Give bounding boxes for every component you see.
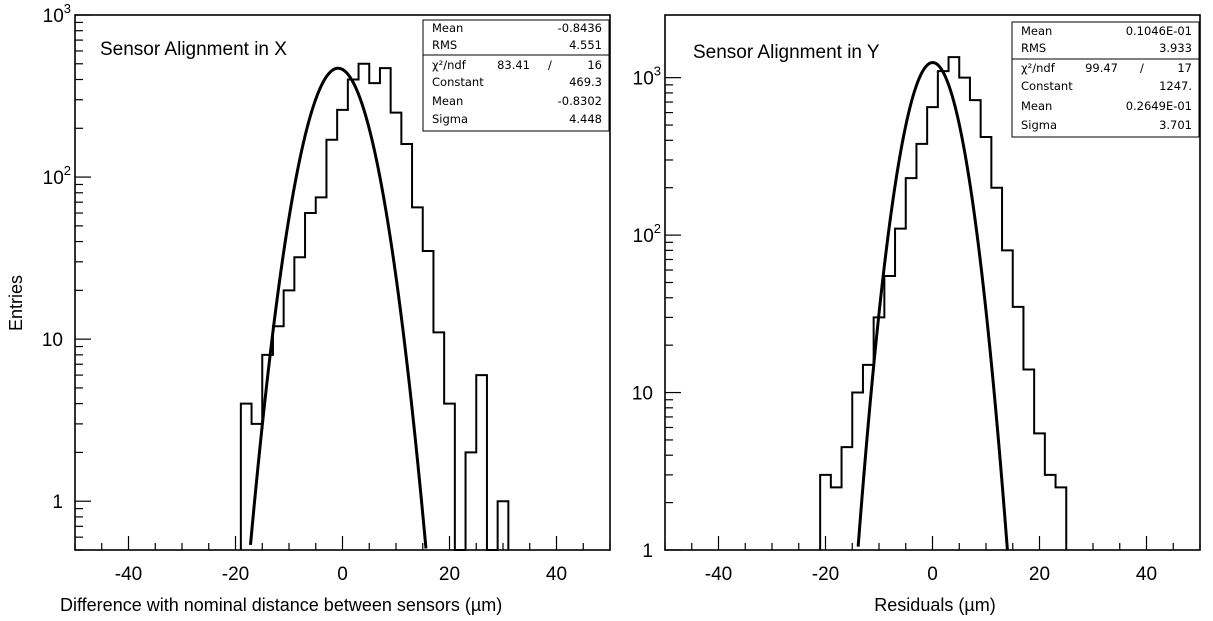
left-stat-label-rms: RMS bbox=[432, 38, 457, 52]
left-y-tick-label: 102 bbox=[43, 163, 71, 189]
right-stats-frame bbox=[1011, 21, 1200, 138]
right-stat-value-mean: 0.1046E-01 bbox=[1126, 24, 1192, 38]
right-x-tick-label: 40 bbox=[1136, 564, 1157, 585]
right-stat-label-mean: Mean bbox=[1021, 24, 1052, 38]
right-stat-value-rms: 3.933 bbox=[1159, 41, 1192, 55]
right-stat-label-chi2: χ²/ndf bbox=[1021, 61, 1056, 75]
right-stat-label-fit-mean: Mean bbox=[1021, 99, 1052, 113]
left-y-tick-label: 103 bbox=[43, 1, 71, 27]
left-y-tick-label: 10 bbox=[42, 330, 63, 351]
right-chart-title: Sensor Alignment in Y bbox=[693, 42, 880, 63]
right-stat-value-constant: 1247. bbox=[1159, 79, 1192, 93]
right-stat-label-constant: Constant bbox=[1021, 79, 1073, 93]
left-histogram bbox=[239, 62, 510, 551]
left-x-tick-label: 20 bbox=[439, 564, 460, 585]
right-x-axis-label: Residuals (µm) bbox=[874, 595, 995, 615]
left-stat-value-ndf: 16 bbox=[587, 58, 602, 72]
right-y-tick-label: 1 bbox=[642, 541, 653, 562]
left-stat-value-constant: 469.3 bbox=[569, 75, 602, 89]
left-x-tick-label: 40 bbox=[546, 564, 567, 585]
left-stat-value-fit-mean: -0.8302 bbox=[558, 94, 602, 108]
right-panel: Sensor Alignment in Y Residuals (µm) -40… bbox=[632, 14, 1201, 615]
left-gaussian-fit bbox=[248, 66, 428, 549]
right-stats-box: Mean 0.1046E-01 RMS 3.933 χ²/ndf 99.47 /… bbox=[1011, 21, 1200, 138]
left-x-tick-label: 0 bbox=[337, 564, 348, 585]
left-stat-label-constant: Constant bbox=[432, 75, 484, 89]
left-stat-label-fit-mean: Mean bbox=[432, 94, 463, 108]
right-stat-slash: / bbox=[1140, 61, 1144, 75]
right-stat-label-rms: RMS bbox=[1021, 41, 1046, 55]
left-stat-slash: / bbox=[548, 58, 552, 72]
right-stat-value-sigma: 3.701 bbox=[1159, 118, 1192, 132]
left-y-tick-label: 1 bbox=[52, 492, 63, 513]
left-stat-label-mean: Mean bbox=[432, 21, 463, 35]
left-panel: Sensor Alignment in X Difference with no… bbox=[6, 1, 611, 615]
left-stats-box: Mean -0.8436 RMS 4.551 χ²/ndf 83.41 / 16… bbox=[422, 19, 610, 132]
right-x-tick-label: -40 bbox=[705, 564, 732, 585]
right-stat-value-fit-mean: 0.2649E-01 bbox=[1126, 99, 1192, 113]
left-chart-title: Sensor Alignment in X bbox=[100, 39, 287, 60]
left-stats-frame bbox=[422, 19, 610, 132]
right-y-tick-label: 103 bbox=[633, 64, 661, 90]
left-stat-value-sigma: 4.448 bbox=[569, 112, 602, 126]
right-x-tick-label: 0 bbox=[927, 564, 938, 585]
left-stat-label-sigma: Sigma bbox=[432, 112, 468, 126]
left-x-tick-label: -40 bbox=[115, 564, 142, 585]
left-stat-label-chi2: χ²/ndf bbox=[432, 58, 467, 72]
right-stat-label-sigma: Sigma bbox=[1021, 118, 1057, 132]
left-stat-value-mean: -0.8436 bbox=[558, 21, 602, 35]
right-y-tick-label: 102 bbox=[633, 221, 661, 247]
right-gaussian-fit bbox=[856, 61, 1009, 551]
left-stat-value-chi2: 83.41 bbox=[497, 58, 530, 72]
left-x-axis-label: Difference with nominal distance between… bbox=[60, 595, 502, 615]
right-stat-value-ndf: 17 bbox=[1177, 61, 1192, 75]
left-stat-value-rms: 4.551 bbox=[569, 38, 602, 52]
right-x-tick-label: 20 bbox=[1029, 564, 1050, 585]
right-y-tick-label: 10 bbox=[632, 384, 653, 405]
right-x-tick-label: -20 bbox=[812, 564, 839, 585]
left-x-tick-label: -20 bbox=[222, 564, 249, 585]
right-stat-value-chi2: 99.47 bbox=[1085, 61, 1118, 75]
left-y-axis-label: Entries bbox=[6, 275, 26, 331]
